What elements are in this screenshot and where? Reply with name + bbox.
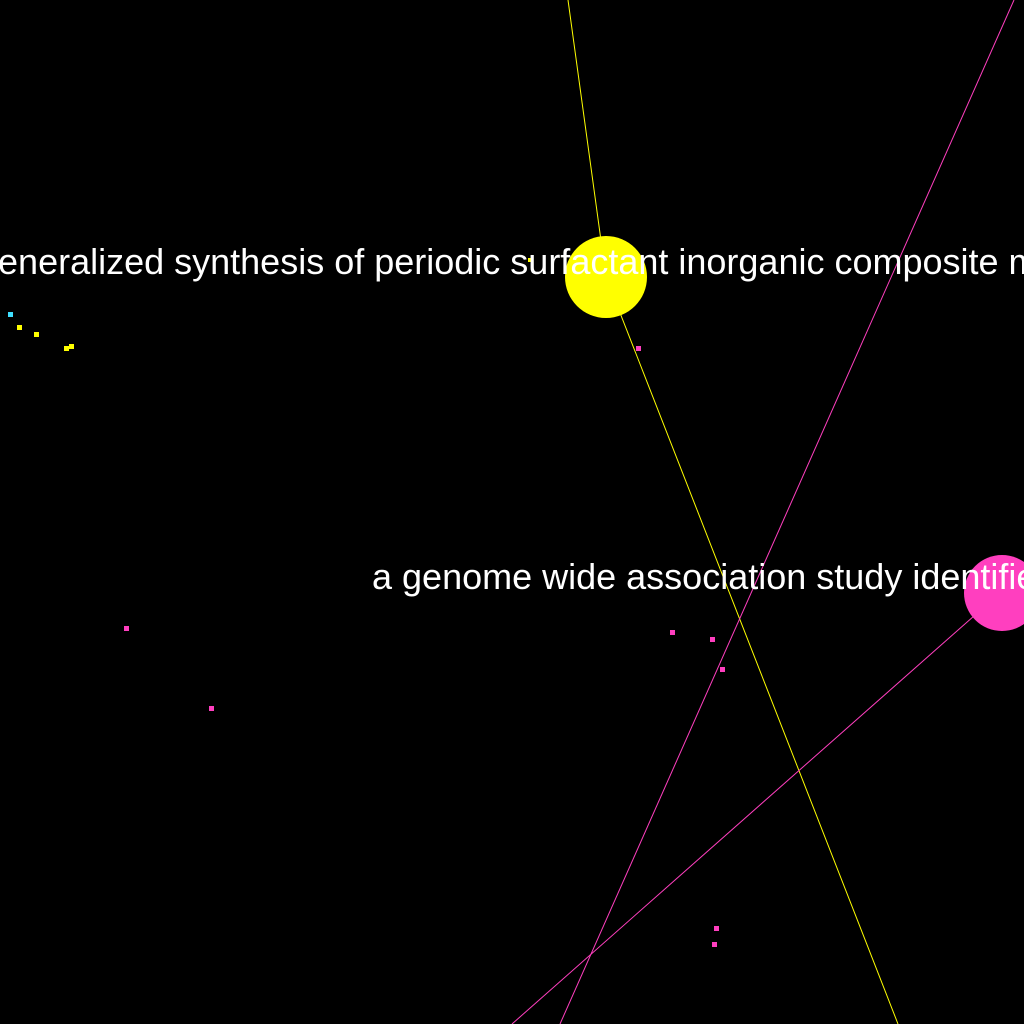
edge-pink-2 — [511, 592, 1001, 1024]
node-dot-yellow[interactable] — [34, 332, 39, 337]
small-nodes — [8, 258, 725, 947]
edges — [511, 0, 1015, 1024]
node-dot-cyan[interactable] — [8, 312, 13, 317]
node-dot-pink[interactable] — [124, 626, 129, 631]
node-dot-yellow[interactable] — [64, 346, 69, 351]
label-paper-a: generalized synthesis of periodic surfac… — [0, 241, 1024, 282]
node-paper-a[interactable] — [565, 236, 647, 318]
node-dot-pink[interactable] — [636, 346, 641, 351]
node-dot-yellow[interactable] — [69, 344, 74, 349]
node-paper-b[interactable] — [964, 555, 1024, 631]
edge-yellow — [567, 0, 899, 1024]
node-dot-pink[interactable] — [209, 706, 214, 711]
node-dot-pink[interactable] — [670, 630, 675, 635]
edge-pink-1 — [559, 0, 1015, 1024]
node-dot-pink[interactable] — [712, 942, 717, 947]
node-dot-yellow[interactable] — [17, 325, 22, 330]
node-dot-pink[interactable] — [710, 637, 715, 642]
node-dot-pink[interactable] — [720, 667, 725, 672]
node-dot-pink[interactable] — [714, 926, 719, 931]
node-dot-yellow[interactable] — [528, 258, 532, 262]
label-paper-b: a genome wide association study identifi… — [372, 556, 1024, 597]
